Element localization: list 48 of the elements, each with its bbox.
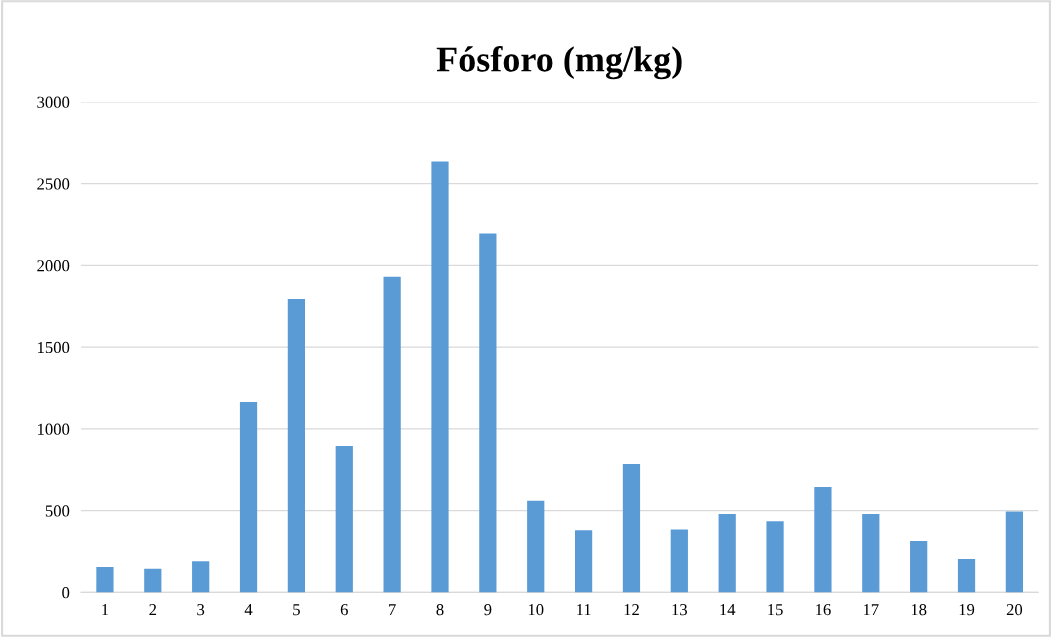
y-tick-label: 500 [45,505,70,517]
x-tick-label: 13 [672,604,688,616]
x-tick-label: 19 [959,604,975,616]
y-tick-label: 0 [62,587,70,599]
bar [96,567,114,593]
x-tick-label: 15 [768,604,783,616]
y-tick-label: 1500 [38,341,70,354]
bar [1005,511,1024,593]
x-tick-label: 17 [863,604,879,616]
y-tick-label: 2000 [37,260,70,272]
x-tick-label: 6 [340,604,348,616]
bar [622,464,641,593]
bar [814,486,832,593]
x-tick-label: 4 [244,604,253,616]
x-tick-label: 2 [149,604,157,616]
bar [862,513,880,593]
y-tick-label: 3000 [37,96,70,108]
bar [957,558,976,593]
bar [718,513,736,593]
bar [383,276,401,593]
bar [910,540,928,593]
bar [670,529,688,593]
bar [527,500,545,593]
bar [431,161,449,593]
bar [479,233,497,593]
bar [144,568,162,593]
bar [766,521,784,593]
x-tick-label: 14 [720,604,736,616]
x-tick-label: 9 [484,604,492,616]
x-tick-label: 16 [816,604,831,616]
y-tick-label: 2500 [37,178,70,190]
x-tick-label: 12 [624,604,639,616]
x-tick-label: 10 [528,604,544,616]
chart-title: Fósforo (mg/kg) [436,45,682,80]
x-tick-label: 18 [911,604,927,616]
bar [335,446,353,593]
x-tick-label: 8 [436,604,444,616]
x-tick-label: 3 [197,604,205,616]
bar [287,298,306,593]
x-tick-label: 7 [389,604,396,616]
x-tick-label: 5 [293,604,300,616]
bar [239,401,258,593]
y-tick-label: 1000 [38,423,70,435]
x-tick-label: 20 [1006,604,1023,616]
x-tick-label: 11 [577,604,591,616]
x-tick-label: 1 [102,604,109,616]
bar [574,530,593,593]
bar [192,561,210,593]
